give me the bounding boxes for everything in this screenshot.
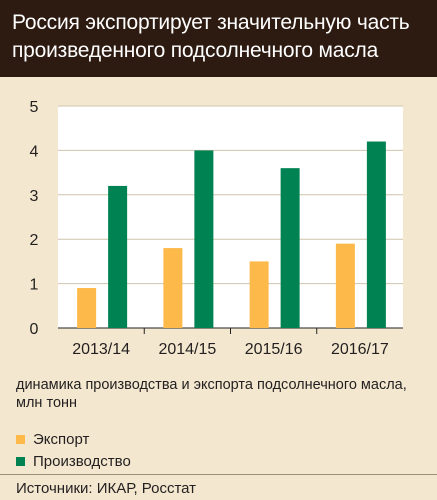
- bar-production: [194, 150, 214, 328]
- legend-swatch-export: [16, 434, 25, 444]
- legend-label-production: Производство: [33, 452, 131, 470]
- x-tick-label: 2016/17: [331, 341, 389, 358]
- y-tick-label: 4: [30, 143, 39, 160]
- bar-chart: 0 1 2 3 4 5 2013/14 2014/15 2015/16 2016/17: [30, 99, 403, 358]
- legend-swatch-production: [16, 456, 25, 466]
- bar-production: [280, 168, 300, 328]
- bar-export: [335, 243, 355, 328]
- bar-export: [163, 248, 183, 328]
- y-tick-label: 1: [30, 277, 39, 294]
- legend-label-export: Экспорт: [33, 430, 90, 448]
- chart-caption: динамика производства и экспорта подсолн…: [16, 377, 407, 411]
- bar-export: [77, 288, 97, 328]
- bar-production: [366, 141, 386, 328]
- header-banner: Россия экспортирует значительную часть п…: [0, 0, 437, 77]
- source-note: Источники: ИКАР, Росстат: [16, 480, 197, 497]
- y-tick-label: 0: [30, 321, 39, 338]
- y-tick-label: 2: [30, 232, 39, 249]
- bar-export: [249, 261, 269, 328]
- x-tick-label: 2013/14: [72, 341, 130, 358]
- y-tick-label: 3: [30, 188, 39, 205]
- footer-divider: [0, 474, 437, 475]
- y-tick-label: 5: [30, 99, 39, 116]
- bar-production: [108, 185, 128, 328]
- legend-item-export: Экспорт: [16, 428, 131, 450]
- x-tick-label: 2014/15: [158, 341, 216, 358]
- x-tick-label: 2015/16: [245, 341, 303, 358]
- chart-title: Россия экспортирует значительную часть п…: [12, 11, 410, 62]
- legend: Экспорт Производство: [16, 428, 131, 472]
- legend-item-production: Производство: [16, 450, 131, 472]
